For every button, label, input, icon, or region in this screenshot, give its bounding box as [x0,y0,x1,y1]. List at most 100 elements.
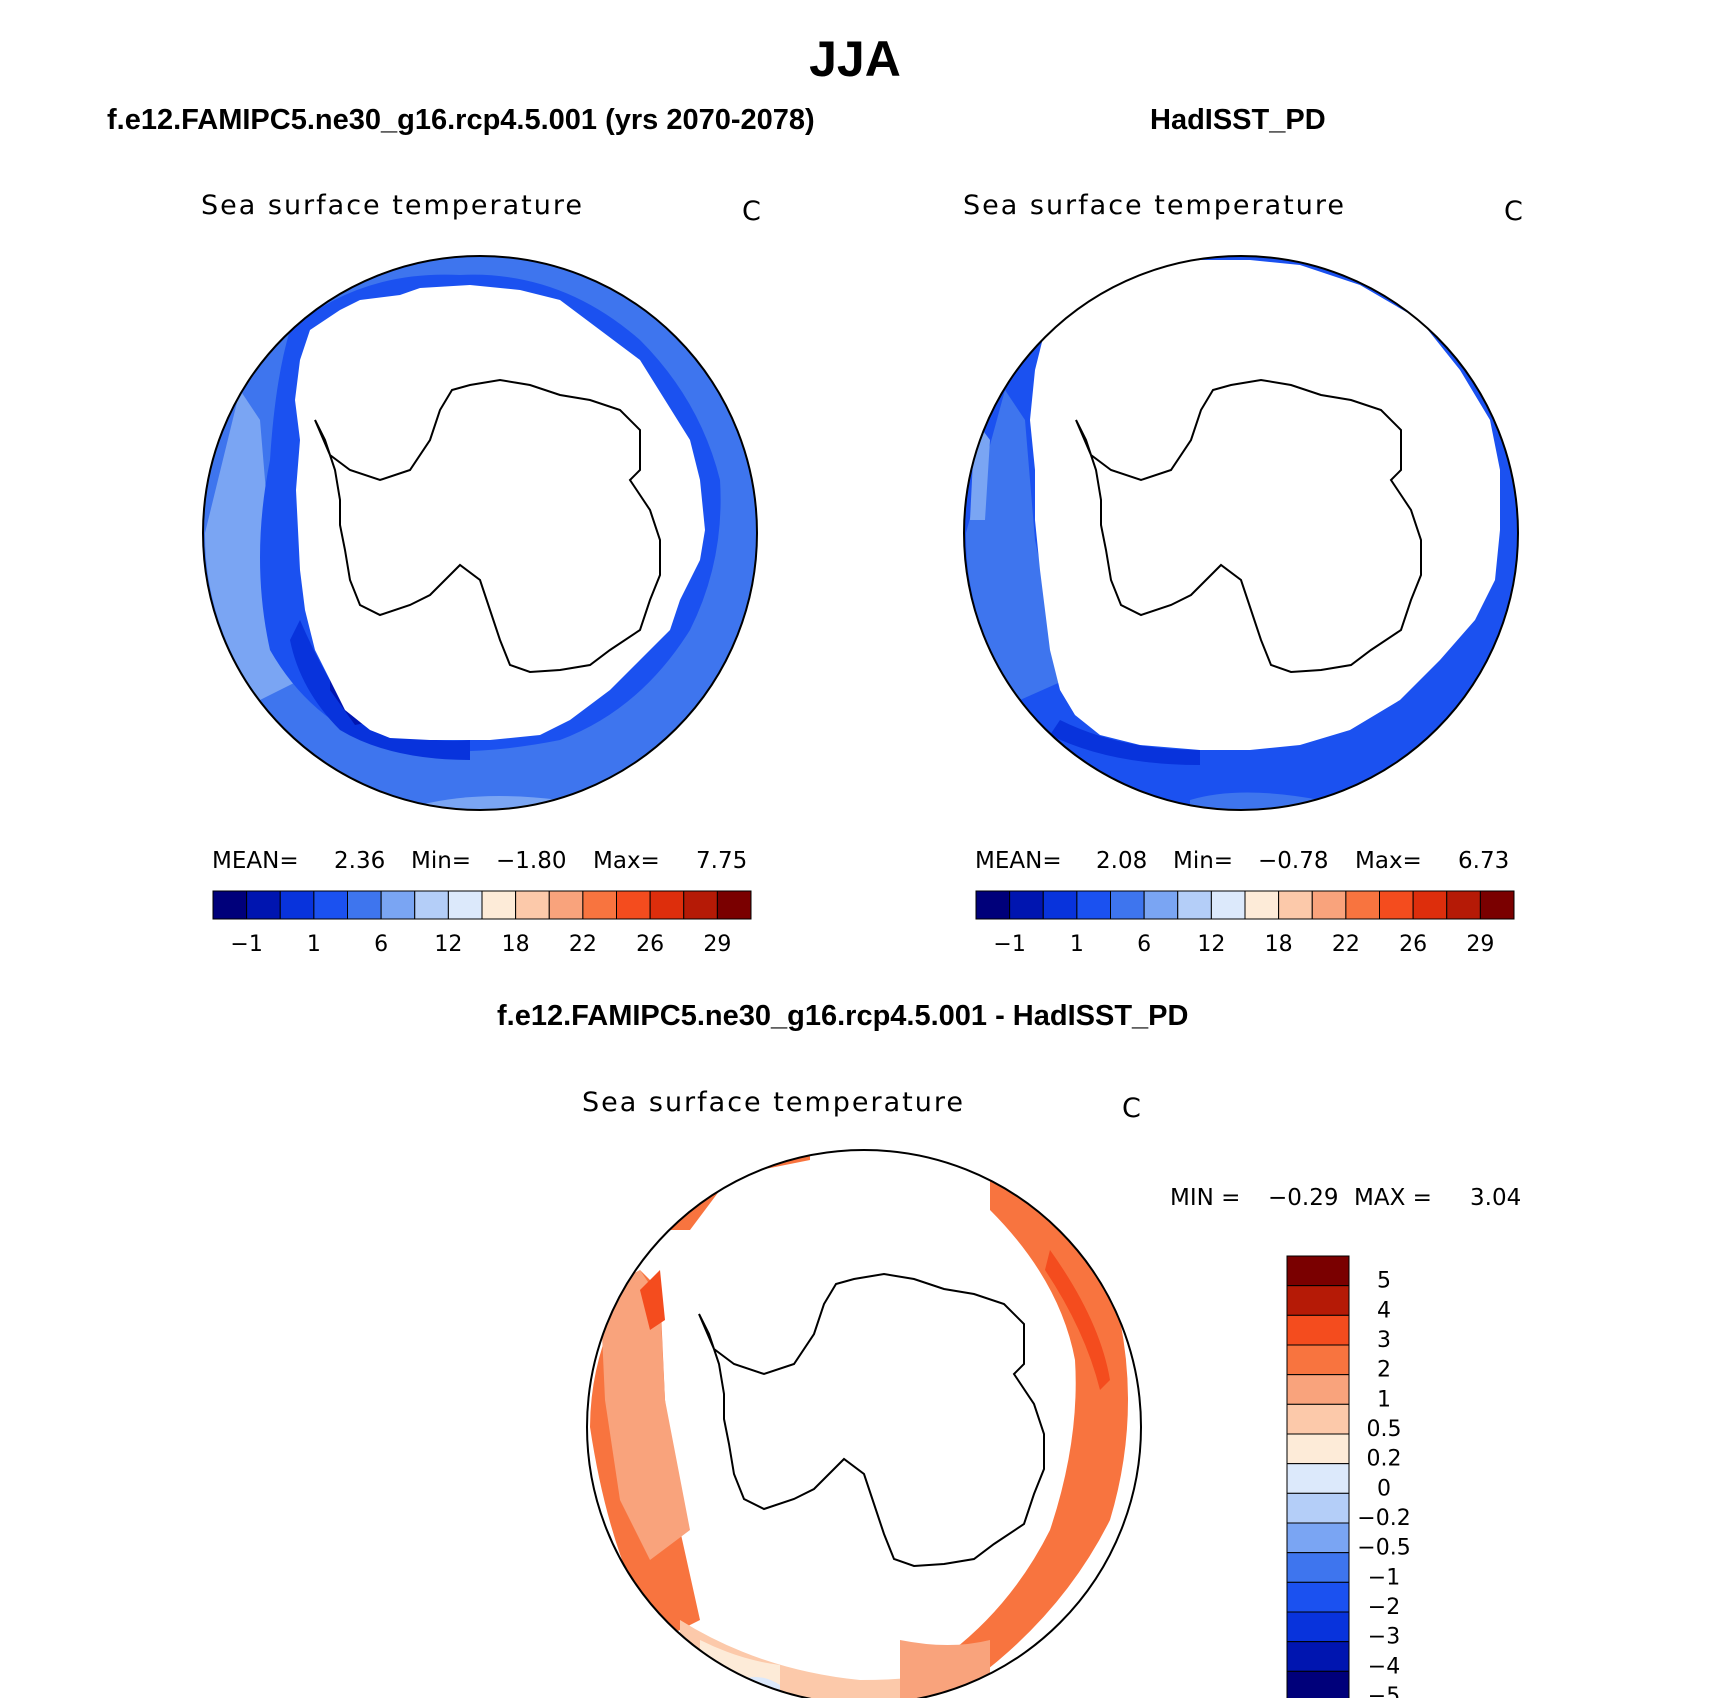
model-colorbar-swatch [246,890,281,920]
diff-colorbar-label: 2 [1377,1358,1391,1383]
diff-colorbar-label: −2 [1368,1595,1400,1620]
diff-colorbar-swatch [1286,1344,1350,1376]
obs-colorbar-swatch [1177,890,1212,920]
obs-colorbar-label: 1 [1070,932,1084,957]
model-colorbar-swatch [447,890,483,920]
diff-panel-heading: f.e12.FAMIPC5.ne30_g16.rcp4.5.001 - HadI… [497,1000,1189,1032]
obs-variable-label: Sea surface temperature [963,190,1346,221]
model-colorbar-label: 12 [434,932,462,957]
diff-colorbar-label: 0.2 [1367,1447,1402,1472]
diff-colorbar-swatch [1286,1492,1350,1524]
model-panel-heading: f.e12.FAMIPC5.ne30_g16.rcp4.5.001 (yrs 2… [107,104,815,136]
diff-min-label: MIN = [1170,1185,1241,1211]
obs-map [964,256,1518,810]
diff-colorbar-label: 4 [1377,1298,1391,1323]
model-colorbar-label: 18 [502,932,530,957]
obs-max-value: 6.73 [1458,848,1510,874]
obs-colorbar-label: 26 [1399,932,1427,957]
diff-colorbar-label: −4 [1368,1654,1400,1679]
obs-colorbar-swatch [1412,890,1448,920]
obs-colorbar-swatch [975,890,1011,920]
diff-colorbar-swatch [1286,1522,1350,1554]
model-colorbar-swatch [548,890,584,920]
diff-colorbar-swatch [1286,1581,1350,1613]
diff-max-label: MAX = [1354,1185,1432,1211]
obs-colorbar-swatch [1076,890,1111,920]
model-colorbar-swatch [279,890,315,920]
figure-title: JJA [809,31,901,87]
obs-min-label: Min= [1173,848,1234,874]
obs-mean-label: MEAN= [975,848,1062,874]
obs-colorbar-swatch [1278,890,1313,920]
diff-colorbar-label: 5 [1377,1269,1391,1294]
model-max-label: Max= [593,848,660,874]
model-mean-label: MEAN= [212,848,299,874]
obs-colorbar-label: 12 [1197,932,1225,957]
model-variable-label: Sea surface temperature [201,190,584,221]
model-min-label: Min= [411,848,472,874]
obs-colorbar-swatch [1110,890,1145,920]
model-colorbar-swatch [380,890,416,920]
model-colorbar-swatch [481,890,517,920]
diff-colorbar-label: −0.2 [1357,1506,1410,1531]
diff-colorbar-swatch [1286,1552,1350,1583]
model-colorbar-swatch [649,890,685,920]
model-max-value: 7.75 [696,848,748,874]
model-colorbar-swatch [313,890,348,920]
diff-colorbar: 5 4 3 2 1 0.5 0.2 0 −0.2 −0.5 −1 −2 −3 −4 −5 [1286,1255,1411,1698]
model-colorbar-label: −1 [230,932,262,957]
diff-min-value: −0.29 [1268,1185,1339,1211]
diff-colorbar-swatch [1286,1463,1350,1494]
obs-colorbar-swatch [1311,890,1347,920]
model-colorbar: −1 1 6 12 18 22 26 29 [212,890,752,957]
diff-max-value: 3.04 [1470,1185,1522,1211]
obs-colorbar-swatch [1042,890,1078,920]
model-colorbar-swatch [212,890,248,920]
obs-colorbar-label: −1 [993,932,1025,957]
model-colorbar-swatch [582,890,617,920]
model-colorbar-label: 1 [307,932,321,957]
obs-colorbar-swatch [1446,890,1481,920]
obs-colorbar-label: 6 [1137,932,1151,957]
model-colorbar-swatch [515,890,550,920]
diff-colorbar-swatch [1286,1255,1350,1287]
obs-mean-value: 2.08 [1096,848,1148,874]
diff-variable-label: Sea surface temperature [582,1087,965,1118]
diff-map-border [586,1149,1142,1698]
obs-units-label: C [1504,196,1523,227]
model-colorbar-swatch [683,890,718,920]
obs-colorbar: −1 1 6 12 18 22 26 29 [975,890,1515,957]
model-colorbar-swatch [716,890,752,920]
model-colorbar-swatch [347,890,382,920]
model-colorbar-swatch [616,890,651,920]
obs-colorbar-label: 18 [1265,932,1293,957]
obs-min-value: −0.78 [1258,848,1329,874]
diff-colorbar-label: 0.5 [1367,1417,1402,1442]
model-units-label: C [742,196,761,227]
diff-colorbar-label: −5 [1368,1684,1400,1698]
diff-colorbar-swatch [1286,1641,1350,1672]
model-colorbar-label: 6 [374,932,388,957]
obs-colorbar-label: 22 [1332,932,1360,957]
diff-colorbar-label: −0.5 [1357,1536,1410,1561]
diff-colorbar-swatch [1286,1433,1350,1465]
obs-panel-heading: HadISST_PD [1150,104,1326,136]
diff-colorbar-swatch [1286,1611,1350,1643]
diff-colorbar-label: 1 [1377,1387,1391,1412]
diff-colorbar-swatch [1286,1374,1350,1405]
obs-colorbar-swatch [1244,890,1280,920]
diff-colorbar-label: −3 [1368,1625,1400,1650]
model-mean-value: 2.36 [334,848,386,874]
model-colorbar-swatch [414,890,449,920]
diff-colorbar-label: −1 [1368,1565,1400,1590]
obs-colorbar-swatch [1479,890,1515,920]
obs-max-label: Max= [1355,848,1422,874]
diff-map [587,1150,1141,1698]
diff-colorbar-label: 3 [1377,1328,1391,1353]
obs-colorbar-swatch [1143,890,1179,920]
obs-colorbar-label: 29 [1466,932,1494,957]
model-colorbar-label: 29 [703,932,731,957]
obs-map-border [963,255,1519,811]
diff-colorbar-swatch [1286,1670,1350,1698]
